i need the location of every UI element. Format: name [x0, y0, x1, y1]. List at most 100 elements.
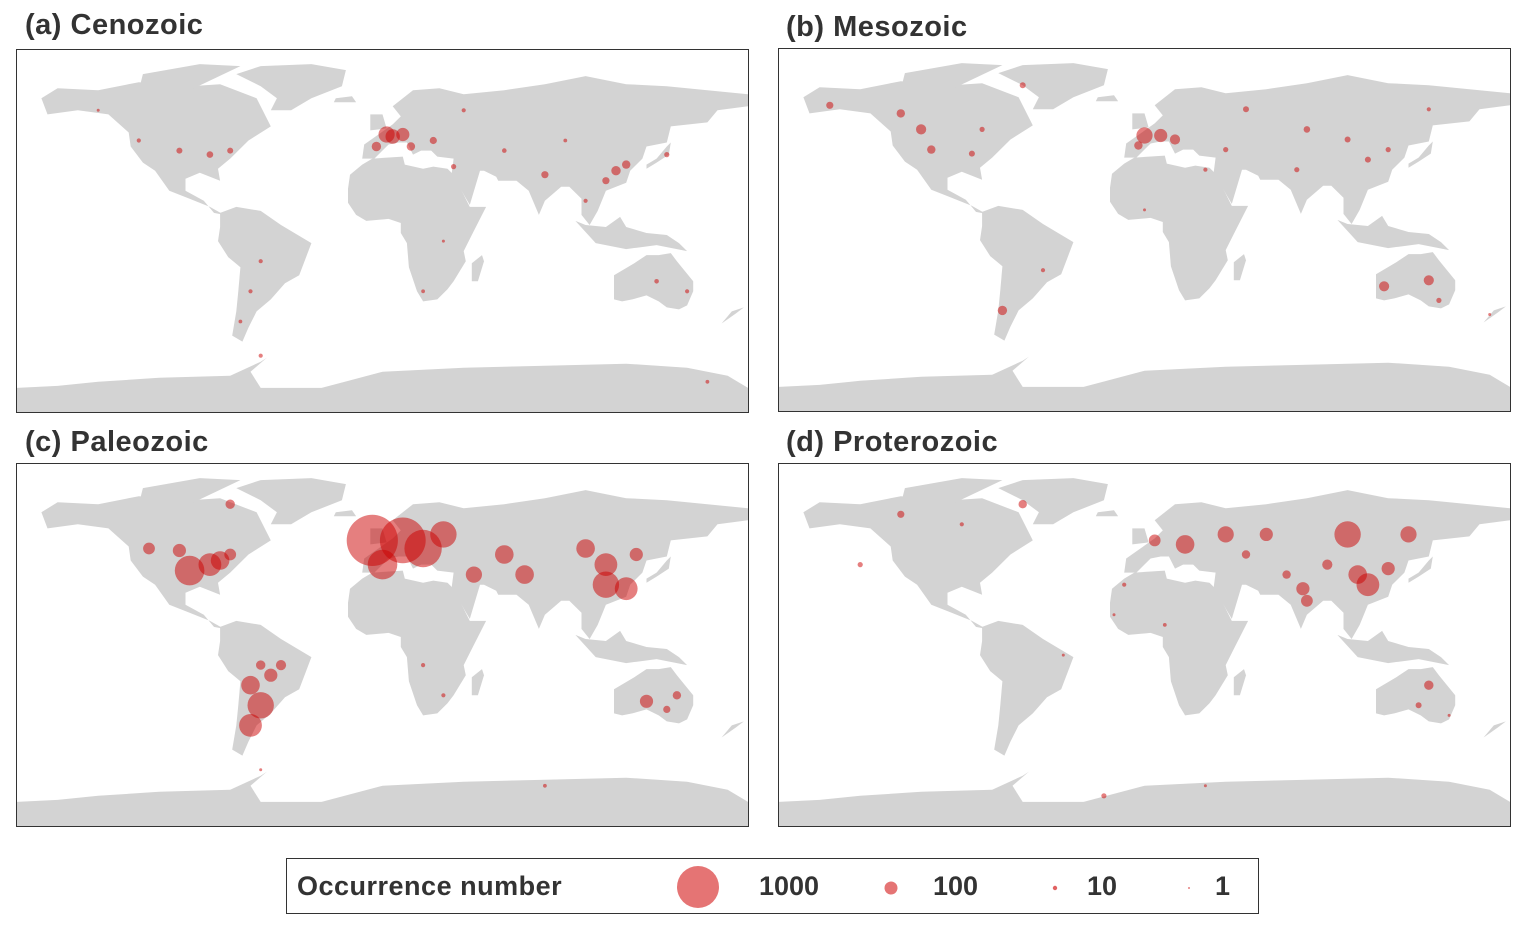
occurrence-bubble-d-18 [1162, 623, 1167, 627]
land-japan [1408, 556, 1433, 583]
occurrence-bubble-b-26 [1143, 208, 1146, 212]
occurrence-bubble-d-2 [1217, 526, 1234, 543]
land-madagascar [471, 255, 484, 282]
land-greenland [236, 478, 346, 525]
occurrence-bubble-c-7 [515, 565, 534, 584]
land-north-america [41, 82, 271, 215]
occurrence-bubble-a-3 [371, 141, 382, 152]
occurrence-bubble-b-11 [1303, 126, 1311, 133]
land-iceland [1095, 510, 1119, 517]
occurrence-bubble-b-19 [1040, 268, 1046, 273]
land-australia [614, 253, 694, 310]
occurrence-bubble-b-13 [1364, 156, 1371, 163]
occurrence-bubble-b-25 [1426, 107, 1431, 112]
occurrence-bubble-c-31 [259, 768, 263, 772]
occurrence-bubble-d-13 [1241, 550, 1251, 559]
occurrence-bubble-d-20 [1018, 500, 1027, 509]
occurrence-bubble-b-1 [1154, 128, 1168, 143]
legend-label-10: 10 [1087, 871, 1118, 901]
occurrence-bubble-d-19 [1112, 613, 1116, 617]
land-arctic-islands [138, 64, 241, 91]
occurrence-bubble-c-3 [367, 549, 398, 580]
occurrence-bubble-d-15 [959, 522, 964, 527]
land-indonesia [1337, 630, 1450, 666]
occurrence-bubble-b-12 [1344, 136, 1351, 143]
occurrence-bubble-c-4 [430, 521, 457, 548]
land-indonesia [1337, 215, 1450, 251]
land-indonesia [575, 630, 688, 666]
land-greenland [998, 63, 1108, 110]
occurrence-bubble-b-21 [1379, 281, 1390, 292]
map-panel-c [16, 463, 749, 827]
map-panel-b [778, 48, 1511, 412]
occurrence-bubble-b-9 [826, 101, 834, 109]
land-antarctica [17, 357, 748, 412]
occurrence-bubble-d-26 [1203, 784, 1207, 788]
land-new-zealand [1483, 306, 1506, 323]
occurrence-bubble-a-22 [421, 289, 425, 294]
land-japan [646, 556, 671, 583]
land-north-america [803, 496, 1033, 629]
occurrence-bubble-c-10 [594, 553, 618, 576]
occurrence-bubble-b-4 [916, 124, 927, 135]
land-antarctica [17, 771, 748, 826]
legend-bubble-1 [1188, 887, 1190, 889]
legend-bubble-1000 [677, 866, 719, 908]
occurrence-bubble-c-5 [495, 545, 514, 564]
occurrence-bubble-a-28 [96, 108, 100, 112]
occurrence-bubble-c-17 [224, 548, 237, 561]
occurrence-bubble-b-14 [1385, 147, 1391, 153]
occurrence-bubble-d-21 [1424, 680, 1434, 690]
legend-svg [677, 866, 1190, 908]
occurrence-bubble-c-27 [663, 705, 671, 713]
legend-bubble-10 [1052, 885, 1058, 891]
occurrence-bubble-a-2 [396, 127, 410, 142]
occurrence-bubble-a-20 [248, 289, 253, 294]
occurrence-bubble-b-23 [1488, 313, 1492, 316]
land-australia [1376, 252, 1456, 309]
occurrence-bubble-a-1 [385, 129, 400, 144]
occurrence-bubble-b-7 [968, 150, 975, 157]
occurrence-bubble-c-30 [421, 663, 426, 668]
land-indonesia [575, 216, 688, 252]
occurrence-bubble-a-10 [611, 166, 621, 176]
occurrence-bubble-b-8 [1019, 82, 1026, 89]
map-panel-a [16, 49, 749, 413]
land-uk [1132, 528, 1149, 545]
occurrence-bubble-a-7 [206, 151, 214, 158]
land-iceland [1095, 95, 1119, 102]
occurrence-bubble-a-6 [176, 147, 183, 154]
occurrence-bubble-c-28 [225, 499, 235, 509]
occurrence-bubble-a-14 [583, 198, 588, 203]
occurrence-bubble-d-8 [1381, 562, 1395, 576]
map-svg-b [779, 63, 1510, 411]
land-iceland [333, 510, 357, 517]
panel-title-a: (a) Cenozoic [25, 9, 204, 41]
occurrence-bubble-c-26 [672, 691, 682, 700]
occurrence-bubble-d-1 [1175, 535, 1195, 554]
land-eurasia [1124, 490, 1510, 639]
land-madagascar [1233, 254, 1246, 281]
occurrence-bubble-b-0 [1136, 127, 1153, 144]
occurrence-bubble-c-13 [174, 555, 205, 586]
occurrence-bubble-c-25 [639, 694, 654, 708]
land-arctic-islands [900, 478, 1003, 505]
land-madagascar [471, 669, 484, 696]
legend-label-100: 100 [933, 871, 979, 901]
occurrence-bubble-d-24 [1061, 653, 1065, 657]
land-australia [1376, 667, 1456, 724]
map-svg-d [779, 478, 1510, 826]
occurrence-bubble-a-23 [441, 239, 445, 243]
occurrence-bubble-d-12 [1282, 570, 1291, 579]
land-north-america [41, 496, 271, 629]
land-south-america [218, 206, 312, 342]
map-svg-a [17, 64, 748, 412]
land-eurasia [362, 490, 748, 639]
occurrence-bubble-c-12 [629, 547, 643, 562]
occurrence-bubble-b-24 [1243, 106, 1249, 113]
land-africa [348, 570, 487, 716]
occurrence-bubble-a-16 [451, 164, 457, 170]
land-africa [1110, 570, 1249, 716]
occurrence-bubble-c-20 [239, 714, 262, 737]
panel-title-c: (c) Paleozoic [25, 426, 209, 458]
